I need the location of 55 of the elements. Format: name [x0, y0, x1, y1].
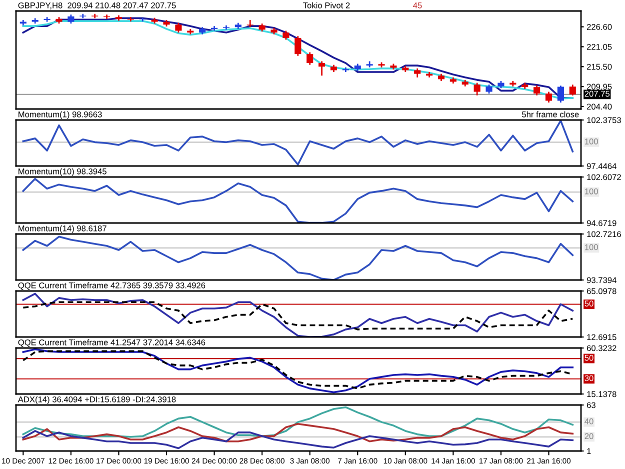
candlestick	[44, 16, 50, 22]
candlestick	[318, 60, 326, 76]
line-series	[22, 178, 574, 223]
chart-title: ADX(14) 36.4094 +DI:15.6189 -DI:24.3918	[18, 396, 176, 404]
y-tick-label: 97.4464	[586, 163, 616, 170]
line-series	[22, 120, 574, 166]
ref-line-label: 100	[585, 244, 598, 250]
y-tick-label: 102.6072	[587, 174, 621, 180]
chart-title: Momentum(1) 98.9663	[18, 111, 102, 119]
ref-line-label: 100	[585, 188, 598, 194]
chart-title: QQE Current Timeframe 42.7365 39.3579 33.4926	[18, 282, 206, 290]
chart-title: GBPJPY,H8 209.94 210.48 207.47 207.75	[18, 2, 176, 10]
ref-line-label: 30	[584, 375, 594, 382]
y-tick-label: 60.3232	[586, 345, 616, 352]
y-tick-label: 1	[587, 448, 591, 454]
y-tick-label: 15.1378	[587, 391, 616, 398]
y-tick-label: 94.6719	[586, 220, 616, 226]
y-tick-label: 204.40	[586, 104, 612, 110]
y-tick-label: 226.60	[586, 24, 612, 30]
candlestick	[474, 82, 480, 96]
chart-title: Momentum(10) 98.3945	[18, 168, 106, 176]
ref-line-label: 50	[584, 300, 594, 306]
y-tick-label: 209.95	[586, 84, 612, 90]
ref-line-label: 40	[584, 418, 594, 424]
y-tick-label: 102.3753	[587, 117, 621, 124]
ref-line-label: 20	[584, 433, 594, 440]
chart-title: QQE Current Timeframe 41.2547 37.2014 34.6346	[18, 339, 206, 347]
y-tick-label: 12.6915	[587, 334, 616, 340]
line-series	[22, 301, 574, 330]
candlestick	[569, 84, 576, 96]
y-tick-label: 215.50	[586, 64, 612, 70]
candlestick	[306, 52, 314, 66]
line-series	[22, 422, 574, 442]
line-series	[22, 430, 574, 450]
chart-title: Momentum(14) 98.6187	[18, 225, 106, 233]
y-tick-label: 221.05	[586, 44, 612, 50]
text: 5hr frame close	[522, 111, 579, 118]
line-series	[22, 292, 574, 337]
candlestick	[534, 84, 540, 96]
ref-line-label: 100	[585, 138, 598, 144]
y-tick-label: 93.7394	[586, 277, 616, 284]
candlestick	[294, 35, 302, 57]
ref-line-label: 50	[584, 354, 594, 361]
y-tick-label: 63	[586, 402, 596, 408]
text: 45	[413, 2, 422, 8]
candlestick	[545, 91, 552, 104]
candlestick	[246, 19, 254, 28]
text: Tokio Pivot 2	[303, 2, 350, 8]
ref-line-label: 207.75	[584, 90, 610, 97]
y-tick-label: 102.7216	[587, 231, 621, 238]
candlestick	[557, 84, 564, 104]
line-series	[22, 236, 574, 280]
line-series	[22, 406, 574, 438]
y-tick-label: 65.0978	[586, 288, 616, 294]
candlestick	[175, 22, 182, 34]
